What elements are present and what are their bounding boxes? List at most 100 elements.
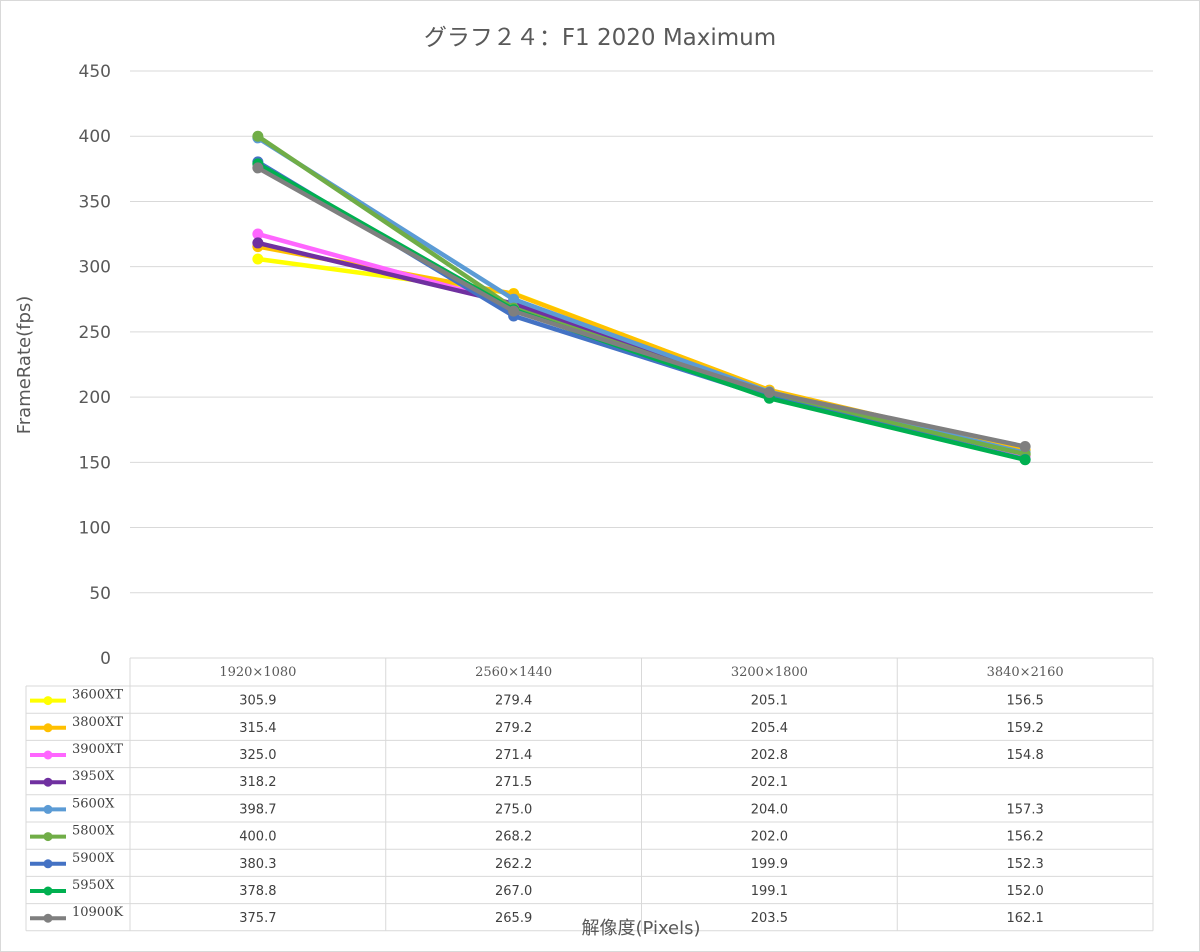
category-label: 3840×2160 (987, 665, 1064, 680)
data-label: 275.0 (495, 802, 532, 817)
series-5950X (252, 158, 1031, 466)
series-line (255, 135, 1028, 456)
data-label: 267.0 (495, 884, 532, 899)
legend-label: 3600XT (72, 688, 123, 703)
legend-entry: 5800X (30, 824, 115, 842)
data-label: 271.4 (495, 748, 532, 763)
legend-label: 3900XT (72, 742, 123, 757)
data-label: 265.9 (495, 911, 532, 926)
category-label: 1920×1080 (219, 665, 296, 680)
data-label: 156.2 (1007, 830, 1044, 845)
legend-label: 5900X (72, 851, 115, 866)
data-label: 378.8 (239, 884, 276, 899)
legend-entry: 10900K (30, 905, 123, 923)
legend-marker (43, 750, 53, 760)
data-label: 315.4 (239, 721, 276, 736)
data-point (252, 237, 264, 249)
data-label: 159.2 (1007, 721, 1044, 736)
data-point (1019, 454, 1031, 466)
data-label: 400.0 (239, 830, 276, 845)
series-line (255, 159, 1028, 462)
y-tick-label: 400 (79, 127, 111, 147)
data-label: 398.7 (239, 802, 276, 817)
y-tick-label: 50 (89, 584, 111, 604)
data-label: 162.1 (1007, 911, 1044, 926)
data-label: 268.2 (495, 830, 532, 845)
legend-label: 5600X (72, 796, 115, 811)
data-label: 375.7 (239, 911, 276, 926)
legend-marker (43, 886, 53, 896)
data-point (252, 253, 264, 265)
legend-entry: 3600XT (30, 688, 123, 706)
legend-marker (43, 859, 53, 869)
data-label: 325.0 (239, 748, 276, 763)
legend-entry: 5900X (30, 851, 115, 869)
data-label: 279.4 (495, 694, 532, 709)
y-tick-label: 300 (79, 258, 111, 278)
legend-entry: 3950X (30, 769, 115, 787)
data-label: 152.0 (1007, 884, 1044, 899)
data-label: 202.8 (751, 748, 788, 763)
legend-label: 5950X (72, 878, 115, 893)
series-5800X (252, 130, 1031, 460)
data-label: 154.8 (1007, 748, 1044, 763)
y-tick-label: 450 (79, 62, 111, 82)
data-label: 205.4 (751, 721, 788, 736)
data-table: 1920×1080 2560×1440 3200×1800 3840×2160 3600… (25, 657, 1154, 932)
legend-marker (43, 832, 53, 842)
data-point (763, 387, 775, 399)
series-lines (252, 130, 1031, 466)
gridlines (130, 70, 1153, 594)
y-tick-label: 350 (79, 192, 111, 212)
data-point (1019, 441, 1031, 453)
legend-label: 5800X (72, 824, 115, 839)
y-axis-title: FrameRate(fps) (14, 296, 35, 435)
chart-title: グラフ２４：F1 2020 Maximum (424, 25, 776, 51)
data-label: 156.5 (1007, 694, 1044, 709)
data-point (252, 228, 264, 240)
series-5900X (252, 156, 1031, 465)
data-label: 279.2 (495, 721, 532, 736)
y-tick-labels: 0 50 100 150 200 250 300 350 400 450 (79, 62, 111, 669)
series-5600X (252, 132, 1031, 459)
data-label: 271.5 (495, 775, 532, 790)
data-label: 305.9 (239, 694, 276, 709)
category-label: 2560×1440 (475, 665, 552, 680)
legend-entry: 5950X (30, 878, 115, 896)
legend-marker (43, 804, 53, 814)
series-line (255, 165, 1028, 449)
data-point (252, 130, 264, 142)
y-tick-label: 250 (79, 323, 111, 343)
data-label: 380.3 (239, 857, 276, 872)
data-label: 152.3 (1007, 857, 1044, 872)
legend-label: 10900K (72, 905, 123, 920)
data-label: 205.1 (751, 694, 788, 709)
data-label: 203.5 (751, 911, 788, 926)
legend-entry: 5600X (30, 796, 115, 814)
y-tick-label: 200 (79, 388, 111, 408)
legend-marker (43, 777, 53, 787)
legend-label: 3800XT (72, 715, 123, 730)
legend-marker (43, 913, 53, 923)
data-label: 202.0 (751, 830, 788, 845)
y-tick-label: 150 (79, 453, 111, 473)
category-label: 3200×1800 (731, 665, 808, 680)
data-label: 262.2 (495, 857, 532, 872)
data-label: 199.9 (751, 857, 788, 872)
legend-label: 3950X (72, 769, 115, 784)
y-tick-label: 0 (100, 649, 111, 669)
x-axis-title: 解像度(Pixels) (581, 918, 700, 939)
data-label: 202.1 (751, 775, 788, 790)
legend-entry: 3800XT (30, 715, 123, 733)
legend-marker (43, 723, 53, 733)
data-point (508, 293, 520, 305)
legend-marker (43, 696, 53, 706)
series-line (255, 133, 1028, 457)
legend-entry: 3900XT (30, 742, 123, 760)
data-point (508, 305, 520, 317)
series-10900K (252, 162, 1031, 453)
data-point (252, 162, 264, 174)
data-label: 204.0 (751, 802, 788, 817)
y-tick-label: 100 (79, 519, 111, 539)
